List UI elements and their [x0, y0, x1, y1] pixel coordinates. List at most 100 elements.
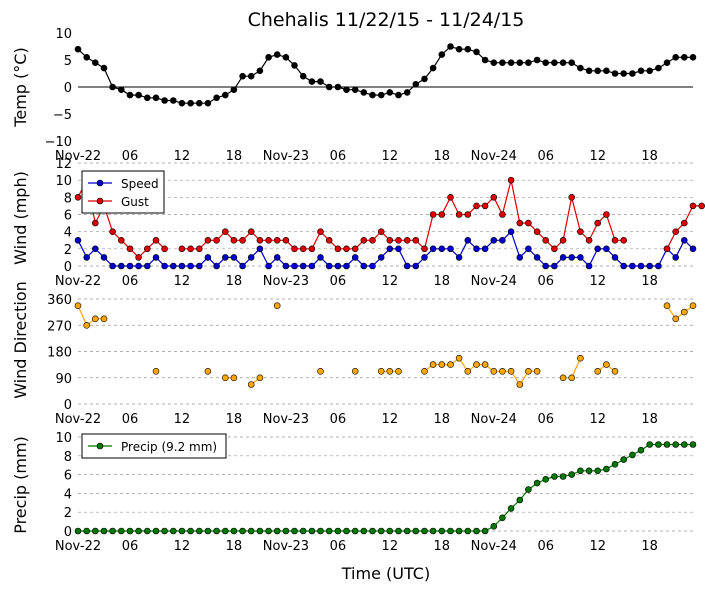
data-point-temp	[577, 64, 584, 72]
data-point-precip	[343, 527, 350, 535]
data-point-precip	[481, 527, 489, 535]
data-point-precip	[144, 527, 151, 535]
data-point-temp	[239, 72, 246, 80]
data-point-precip	[646, 441, 654, 448]
data-point-direction	[429, 361, 437, 368]
data-point-precip	[230, 527, 238, 535]
data-point-gust	[620, 237, 628, 244]
data-point-gust	[386, 237, 394, 244]
data-point-speed	[395, 245, 402, 253]
data-point-speed	[92, 245, 99, 253]
x-tick-label: Nov-22	[55, 539, 101, 554]
data-point-precip	[317, 527, 324, 535]
data-point-speed	[464, 237, 472, 244]
data-point-gust	[273, 237, 281, 244]
data-point-temp	[299, 72, 307, 80]
data-point-temp	[83, 53, 90, 61]
data-point-precip	[499, 514, 506, 522]
data-point-speed	[161, 262, 168, 270]
data-point-direction	[577, 354, 584, 362]
data-point-direction	[464, 367, 472, 375]
data-point-precip	[204, 527, 212, 535]
x-tick-label: Nov-24	[471, 274, 517, 289]
data-point-direction	[74, 302, 82, 310]
series-line-direction	[77, 305, 694, 385]
data-point-temp	[291, 62, 298, 69]
data-point-direction	[317, 367, 324, 375]
data-point-gust	[421, 245, 428, 253]
data-point-speed	[629, 262, 636, 270]
data-point-speed	[74, 237, 82, 244]
x-tick-label: 18	[641, 274, 658, 289]
legend-box	[81, 170, 165, 214]
data-point-direction	[230, 374, 238, 382]
data-point-temp	[490, 59, 498, 67]
data-point-gust	[585, 237, 593, 244]
x-tick-label: 18	[226, 149, 243, 164]
y-tick-label: 90	[55, 372, 72, 387]
data-point-gust	[247, 228, 255, 235]
data-point-precip	[213, 527, 220, 535]
data-point-gust	[672, 228, 680, 235]
data-point-gust	[395, 237, 402, 244]
data-point-speed	[490, 237, 498, 244]
data-point-gust	[178, 245, 186, 253]
data-point-gust	[403, 237, 411, 244]
data-point-speed	[473, 245, 480, 253]
y-tick-label: 6	[64, 469, 72, 484]
x-tick-label: Nov-24	[471, 412, 517, 427]
data-point-direction	[603, 361, 610, 368]
y-tick-label: 10	[55, 27, 72, 42]
data-point-direction	[247, 381, 255, 388]
y-tick-label: 180	[47, 346, 72, 361]
y-axis-label: Temp (°C)	[11, 47, 30, 127]
data-point-temp	[533, 56, 541, 64]
data-point-precip	[92, 527, 99, 535]
data-point-precip	[386, 527, 394, 535]
x-tick-label: 06	[330, 274, 347, 289]
data-point-gust	[369, 237, 376, 244]
data-point-speed	[334, 262, 342, 270]
y-tick-label: 270	[47, 319, 72, 334]
data-point-precip	[152, 527, 160, 535]
data-point-direction	[490, 367, 498, 375]
data-point-temp	[464, 45, 472, 53]
x-tick-label: 06	[122, 412, 139, 427]
data-point-precip	[325, 527, 333, 535]
x-tick-label: 06	[537, 539, 554, 554]
data-point-precip	[360, 527, 368, 535]
data-point-precip	[291, 527, 298, 535]
x-tick-label: 12	[589, 412, 606, 427]
data-point-temp	[369, 91, 376, 99]
data-point-precip	[603, 465, 610, 473]
data-point-temp	[230, 86, 238, 93]
data-point-precip	[118, 527, 125, 535]
data-point-temp	[611, 70, 619, 77]
data-point-speed	[386, 245, 394, 253]
data-point-precip	[83, 527, 90, 535]
data-point-temp	[395, 91, 402, 99]
data-point-direction	[672, 315, 680, 323]
data-point-direction	[447, 361, 454, 368]
data-point-precip	[559, 473, 567, 480]
data-point-temp	[256, 67, 264, 75]
data-point-precip	[594, 467, 602, 475]
data-point-direction	[533, 367, 541, 375]
data-point-temp	[100, 64, 108, 72]
y-tick-label: 0	[64, 81, 72, 96]
data-point-temp	[568, 59, 576, 67]
data-point-speed	[429, 245, 437, 253]
data-point-direction	[481, 361, 489, 368]
data-point-temp	[585, 67, 593, 75]
data-point-precip	[334, 527, 342, 535]
data-point-speed	[594, 245, 602, 253]
data-point-gust	[265, 237, 272, 244]
x-tick-label: 12	[174, 412, 191, 427]
data-point-temp	[680, 53, 688, 61]
data-point-temp	[672, 53, 680, 61]
x-tick-label: 12	[382, 539, 399, 554]
x-tick-label: Nov-24	[471, 149, 517, 164]
x-tick-label: 18	[434, 274, 451, 289]
data-point-speed	[507, 228, 515, 235]
